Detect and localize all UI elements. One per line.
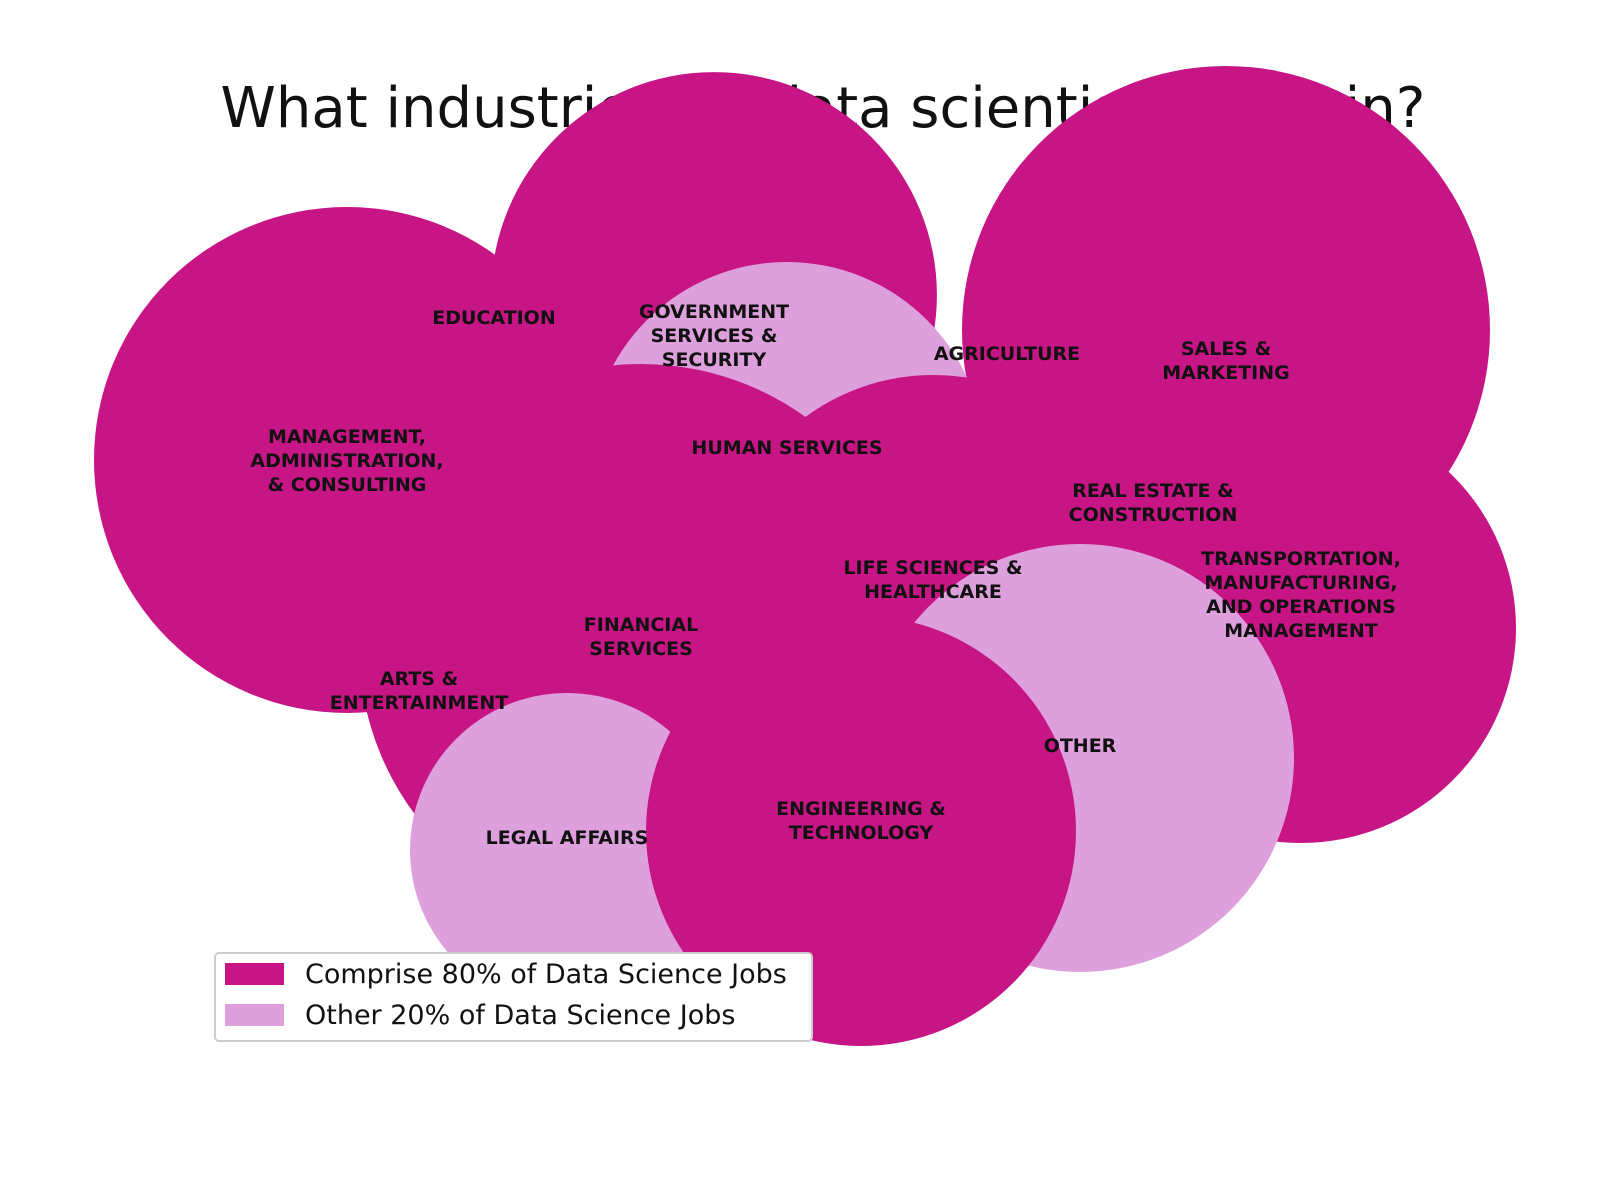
bubble-label-line: MANUFACTURING, — [1204, 572, 1397, 594]
bubble-label-real-estate-and-construction: REAL ESTATE & CONSTRUCTION — [1069, 480, 1238, 526]
legend-swatch-minor — [225, 1004, 284, 1026]
bubble-label-engineering-and-technology: ENGINEERING & TECHNOLOGY — [776, 798, 946, 844]
bubble-label-human-services: HUMAN SERVICES — [691, 437, 882, 459]
legend-frame — [214, 952, 813, 1042]
bubble-label-line: HEALTHCARE — [864, 581, 1002, 603]
bubble-label-management-administration-and-consulting: MANAGEMENT, ADMINISTRATION, & CONSULTING — [250, 426, 443, 496]
bubble-label-line: ENTERTAINMENT — [330, 692, 509, 714]
bubble-label-line: REAL ESTATE & — [1072, 480, 1234, 502]
bubble-label-line: CONSTRUCTION — [1069, 504, 1238, 526]
bubble-label-education: EDUCATION — [432, 307, 555, 329]
bubble-label-line: TRANSPORTATION, — [1201, 548, 1401, 570]
bubble-label-line: MANAGEMENT, — [268, 426, 426, 448]
bubble-label-line: TECHNOLOGY — [789, 822, 934, 844]
bubble-label-line: SALES & — [1181, 338, 1271, 360]
bubble-label-line: HUMAN SERVICES — [691, 437, 882, 459]
bubble-label-line: AGRICULTURE — [934, 343, 1080, 365]
bubble-engineering-and-technology — [646, 616, 1076, 1046]
bubble-label-line: & CONSULTING — [268, 474, 427, 496]
bubble-label-line: ARTS & — [380, 668, 458, 690]
bubble-label-agriculture: AGRICULTURE — [934, 343, 1080, 365]
bubble-label-line: MANAGEMENT — [1224, 620, 1378, 642]
legend-label-minor: Other 20% of Data Science Jobs — [305, 1000, 735, 1031]
bubble-label-line: LIFE SCIENCES & — [843, 557, 1022, 579]
bubble-label-line: ENGINEERING & — [776, 798, 946, 820]
bubble-label-line: ADMINISTRATION, — [250, 450, 443, 472]
bubble-legal-affairs — [410, 693, 724, 1007]
bubble-label-line: EDUCATION — [432, 307, 555, 329]
legend-swatch-major — [225, 963, 284, 985]
bubbles-layer — [94, 65, 1516, 1046]
bubble-label-sales-and-marketing: SALES & MARKETING — [1162, 338, 1289, 384]
bubble-label-line: SERVICES & — [651, 325, 778, 347]
bubble-label-government-services-and-security: GOVERNMENT SERVICES & SECURITY — [639, 301, 789, 371]
bubble-label-arts-and-entertainment: ARTS & ENTERTAINMENT — [330, 668, 509, 714]
bubble-label-transportation-manufacturing-and-operations-management: TRANSPORTATION, MANUFACTURING, AND OPERATI… — [1201, 548, 1401, 642]
bubble-label-legal-affairs: LEGAL AFFAIRS — [486, 827, 649, 849]
bubble-label-line: SERVICES — [589, 638, 693, 660]
bubble-label-line: MARKETING — [1162, 362, 1289, 384]
bubble-label-other: OTHER — [1044, 735, 1117, 757]
bubble-label-line: SECURITY — [662, 349, 767, 371]
legend: Comprise 80% of Data Science Jobs Other … — [214, 952, 813, 1042]
legend-label-major: Comprise 80% of Data Science Jobs — [305, 959, 787, 990]
bubble-label-financial-services: FINANCIAL SERVICES — [584, 614, 698, 660]
bubble-label-line: AND OPERATIONS — [1206, 596, 1396, 618]
bubble-labels-layer: GOVERNMENT SERVICES & SECURITY EDUCATION SAL… — [250, 301, 1401, 849]
bubble-label-line: OTHER — [1044, 735, 1117, 757]
bubble-label-line: GOVERNMENT — [639, 301, 789, 323]
bubble-label-line: FINANCIAL — [584, 614, 698, 636]
bubble-label-life-sciences-and-healthcare: LIFE SCIENCES & HEALTHCARE — [843, 557, 1022, 603]
bubble-label-line: LEGAL AFFAIRS — [486, 827, 649, 849]
